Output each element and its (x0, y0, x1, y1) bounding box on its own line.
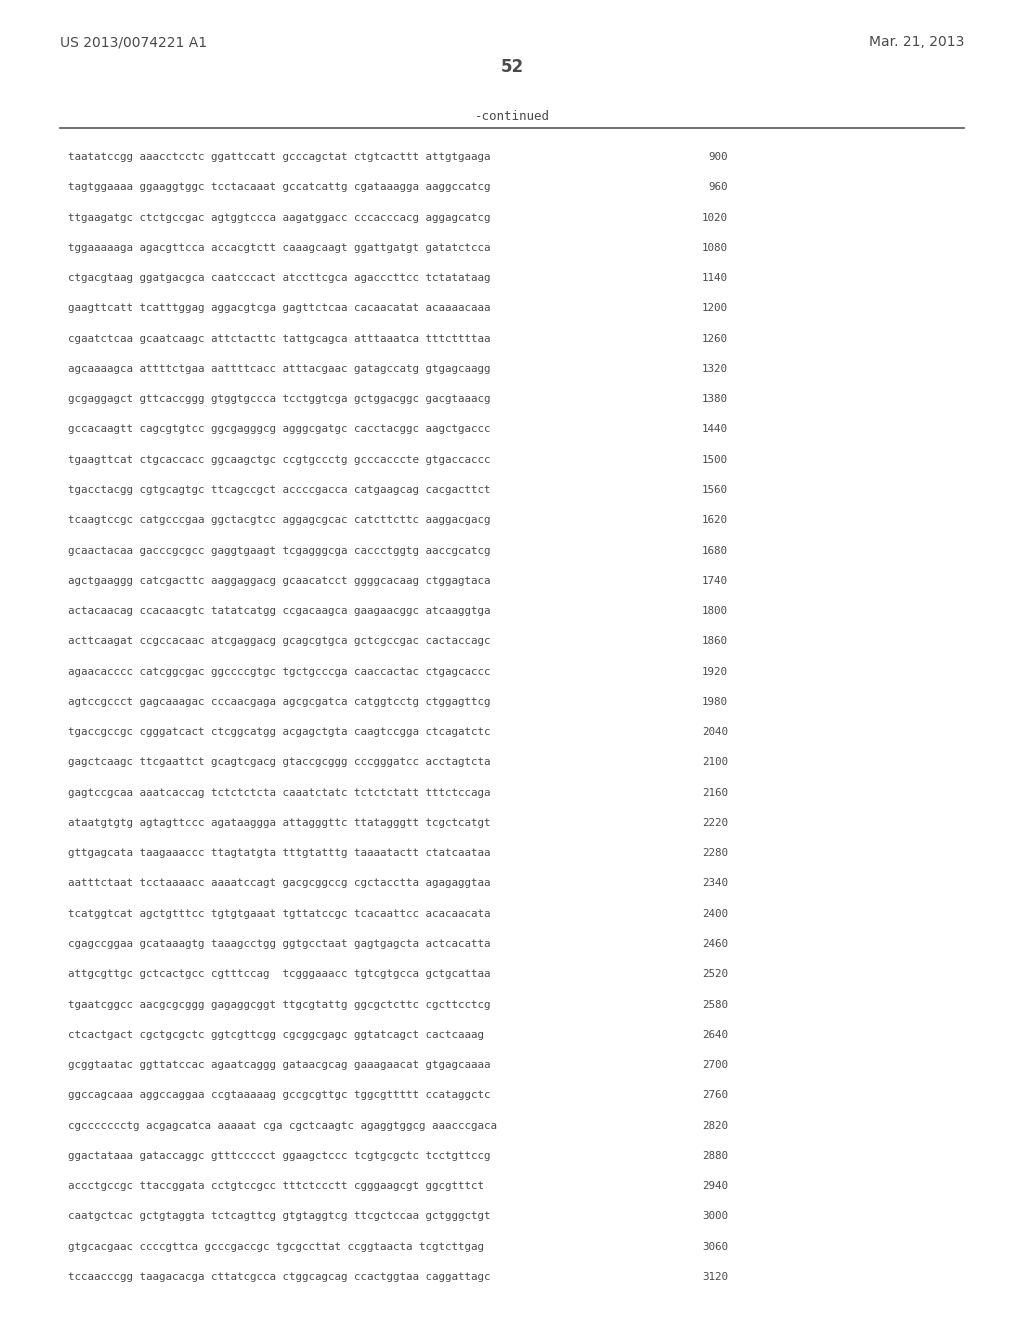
Text: gcggtaatac ggttatccac agaatcaggg gataacgcag gaaagaacat gtgagcaaaa: gcggtaatac ggttatccac agaatcaggg gataacg… (68, 1060, 490, 1071)
Text: 2700: 2700 (702, 1060, 728, 1071)
Text: ataatgtgtg agtagttccc agataaggga attagggttc ttatagggtt tcgctcatgt: ataatgtgtg agtagttccc agataaggga attaggg… (68, 818, 490, 828)
Text: 1740: 1740 (702, 576, 728, 586)
Text: 1560: 1560 (702, 484, 728, 495)
Text: taatatccgg aaacctcctc ggattccatt gcccagctat ctgtcacttt attgtgaaga: taatatccgg aaacctcctc ggattccatt gcccagc… (68, 152, 490, 162)
Text: gtgcacgaac ccccgttca gcccgaccgc tgcgccttat ccggtaacta tcgtcttgag: gtgcacgaac ccccgttca gcccgaccgc tgcgcctt… (68, 1242, 484, 1251)
Text: 900: 900 (709, 152, 728, 162)
Text: 2820: 2820 (702, 1121, 728, 1130)
Text: ggactataaa gataccaggc gtttccccct ggaagctccc tcgtgcgctc tcctgttccg: ggactataaa gataccaggc gtttccccct ggaagct… (68, 1151, 490, 1160)
Text: accctgccgc ttaccggata cctgtccgcc tttctccctt cgggaagcgt ggcgtttct: accctgccgc ttaccggata cctgtccgcc tttctcc… (68, 1181, 484, 1191)
Text: gaagttcatt tcatttggag aggacgtcga gagttctcaa cacaacatat acaaaacaaa: gaagttcatt tcatttggag aggacgtcga gagttct… (68, 304, 490, 313)
Text: 1860: 1860 (702, 636, 728, 647)
Text: gagtccgcaa aaatcaccag tctctctcta caaatctatc tctctctatt tttctccaga: gagtccgcaa aaatcaccag tctctctcta caaatct… (68, 788, 490, 797)
Text: gcgaggagct gttcaccggg gtggtgccca tcctggtcga gctggacggc gacgtaaacg: gcgaggagct gttcaccggg gtggtgccca tcctggt… (68, 395, 490, 404)
Text: acttcaagat ccgccacaac atcgaggacg gcagcgtgca gctcgccgac cactaccagc: acttcaagat ccgccacaac atcgaggacg gcagcgt… (68, 636, 490, 647)
Text: 1020: 1020 (702, 213, 728, 223)
Text: 960: 960 (709, 182, 728, 193)
Text: gagctcaagc ttcgaattct gcagtcgacg gtaccgcggg cccgggatcc acctagtcta: gagctcaagc ttcgaattct gcagtcgacg gtaccgc… (68, 758, 490, 767)
Text: 1260: 1260 (702, 334, 728, 343)
Text: 2340: 2340 (702, 878, 728, 888)
Text: 2940: 2940 (702, 1181, 728, 1191)
Text: agctgaaggg catcgacttc aaggaggacg gcaacatcct ggggcacaag ctggagtaca: agctgaaggg catcgacttc aaggaggacg gcaacat… (68, 576, 490, 586)
Text: 1800: 1800 (702, 606, 728, 616)
Text: gccacaagtt cagcgtgtcc ggcgagggcg agggcgatgc cacctacggc aagctgaccc: gccacaagtt cagcgtgtcc ggcgagggcg agggcga… (68, 425, 490, 434)
Text: cgccccccctg acgagcatca aaaaat cga cgctcaagtc agaggtggcg aaacccgaca: cgccccccctg acgagcatca aaaaat cga cgctca… (68, 1121, 497, 1130)
Text: cgaatctcaa gcaatcaagc attctacttc tattgcagca atttaaatca tttcttttaa: cgaatctcaa gcaatcaagc attctacttc tattgca… (68, 334, 490, 343)
Text: tgaatcggcc aacgcgcggg gagaggcggt ttgcgtattg ggcgctcttc cgcttcctcg: tgaatcggcc aacgcgcggg gagaggcggt ttgcgta… (68, 999, 490, 1010)
Text: 2520: 2520 (702, 969, 728, 979)
Text: tcaagtccgc catgcccgaa ggctacgtcc aggagcgcac catcttcttc aaggacgacg: tcaagtccgc catgcccgaa ggctacgtcc aggagcg… (68, 515, 490, 525)
Text: 2580: 2580 (702, 999, 728, 1010)
Text: 1140: 1140 (702, 273, 728, 284)
Text: 1680: 1680 (702, 545, 728, 556)
Text: ggccagcaaa aggccaggaa ccgtaaaaag gccgcgttgc tggcgttttt ccataggctc: ggccagcaaa aggccaggaa ccgtaaaaag gccgcgt… (68, 1090, 490, 1101)
Text: Mar. 21, 2013: Mar. 21, 2013 (868, 36, 964, 49)
Text: agaacacccc catcggcgac ggccccgtgc tgctgcccga caaccactac ctgagcaccc: agaacacccc catcggcgac ggccccgtgc tgctgcc… (68, 667, 490, 677)
Text: tgaccgccgc cgggatcact ctcggcatgg acgagctgta caagtccgga ctcagatctc: tgaccgccgc cgggatcact ctcggcatgg acgagct… (68, 727, 490, 737)
Text: 2040: 2040 (702, 727, 728, 737)
Text: tcatggtcat agctgtttcc tgtgtgaaat tgttatccgc tcacaattcc acacaacata: tcatggtcat agctgtttcc tgtgtgaaat tgttatc… (68, 908, 490, 919)
Text: 3060: 3060 (702, 1242, 728, 1251)
Text: 1080: 1080 (702, 243, 728, 253)
Text: tggaaaaaga agacgttcca accacgtctt caaagcaagt ggattgatgt gatatctcca: tggaaaaaga agacgttcca accacgtctt caaagca… (68, 243, 490, 253)
Text: 2160: 2160 (702, 788, 728, 797)
Text: 2280: 2280 (702, 849, 728, 858)
Text: 1620: 1620 (702, 515, 728, 525)
Text: ctgacgtaag ggatgacgca caatcccact atccttcgca agacccttcc tctatataag: ctgacgtaag ggatgacgca caatcccact atccttc… (68, 273, 490, 284)
Text: 2640: 2640 (702, 1030, 728, 1040)
Text: 2460: 2460 (702, 939, 728, 949)
Text: gcaactacaa gacccgcgcc gaggtgaagt tcgagggcga caccctggtg aaccgcatcg: gcaactacaa gacccgcgcc gaggtgaagt tcgaggg… (68, 545, 490, 556)
Text: 2100: 2100 (702, 758, 728, 767)
Text: 2220: 2220 (702, 818, 728, 828)
Text: 2400: 2400 (702, 908, 728, 919)
Text: cgagccggaa gcataaagtg taaagcctgg ggtgcctaat gagtgagcta actcacatta: cgagccggaa gcataaagtg taaagcctgg ggtgcct… (68, 939, 490, 949)
Text: agtccgccct gagcaaagac cccaacgaga agcgcgatca catggtcctg ctggagttcg: agtccgccct gagcaaagac cccaacgaga agcgcga… (68, 697, 490, 708)
Text: actacaacag ccacaacgtc tatatcatgg ccgacaagca gaagaacggc atcaaggtga: actacaacag ccacaacgtc tatatcatgg ccgacaa… (68, 606, 490, 616)
Text: 1440: 1440 (702, 425, 728, 434)
Text: tgaagttcat ctgcaccacc ggcaagctgc ccgtgccctg gcccacccte gtgaccaccc: tgaagttcat ctgcaccacc ggcaagctgc ccgtgcc… (68, 455, 490, 465)
Text: ctcactgact cgctgcgctc ggtcgttcgg cgcggcgagc ggtatcagct cactcaaag: ctcactgact cgctgcgctc ggtcgttcgg cgcggcg… (68, 1030, 484, 1040)
Text: 1980: 1980 (702, 697, 728, 708)
Text: gttgagcata taagaaaccc ttagtatgta tttgtatttg taaaatactt ctatcaataa: gttgagcata taagaaaccc ttagtatgta tttgtat… (68, 849, 490, 858)
Text: 1380: 1380 (702, 395, 728, 404)
Text: 1200: 1200 (702, 304, 728, 313)
Text: -continued: -continued (474, 110, 550, 123)
Text: 1920: 1920 (702, 667, 728, 677)
Text: ttgaagatgc ctctgccgac agtggtccca aagatggacc cccacccacg aggagcatcg: ttgaagatgc ctctgccgac agtggtccca aagatgg… (68, 213, 490, 223)
Text: tagtggaaaa ggaaggtggc tcctacaaat gccatcattg cgataaagga aaggccatcg: tagtggaaaa ggaaggtggc tcctacaaat gccatca… (68, 182, 490, 193)
Text: 2880: 2880 (702, 1151, 728, 1160)
Text: US 2013/0074221 A1: US 2013/0074221 A1 (60, 36, 207, 49)
Text: 52: 52 (501, 58, 523, 77)
Text: 2760: 2760 (702, 1090, 728, 1101)
Text: 3120: 3120 (702, 1272, 728, 1282)
Text: caatgctcac gctgtaggta tctcagttcg gtgtaggtcg ttcgctccaa gctgggctgt: caatgctcac gctgtaggta tctcagttcg gtgtagg… (68, 1212, 490, 1221)
Text: tgacctacgg cgtgcagtgc ttcagccgct accccgacca catgaagcag cacgacttct: tgacctacgg cgtgcagtgc ttcagccgct accccga… (68, 484, 490, 495)
Text: tccaacccgg taagacacga cttatcgcca ctggcagcag ccactggtaa caggattagc: tccaacccgg taagacacga cttatcgcca ctggcag… (68, 1272, 490, 1282)
Text: aatttctaat tcctaaaacc aaaatccagt gacgcggccg cgctacctta agagaggtaa: aatttctaat tcctaaaacc aaaatccagt gacgcgg… (68, 878, 490, 888)
Text: attgcgttgc gctcactgcc cgtttccag  tcgggaaacc tgtcgtgcca gctgcattaa: attgcgttgc gctcactgcc cgtttccag tcgggaaa… (68, 969, 490, 979)
Text: 1320: 1320 (702, 364, 728, 374)
Text: 1500: 1500 (702, 455, 728, 465)
Text: agcaaaagca attttctgaa aattttcacc atttacgaac gatagccatg gtgagcaagg: agcaaaagca attttctgaa aattttcacc atttacg… (68, 364, 490, 374)
Text: 3000: 3000 (702, 1212, 728, 1221)
